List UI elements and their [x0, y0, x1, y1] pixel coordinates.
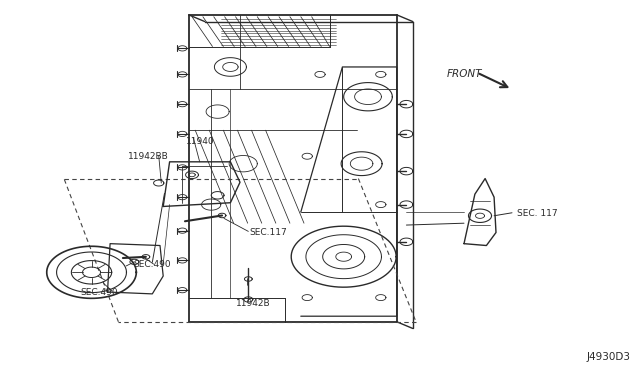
Text: 11942B: 11942B — [236, 299, 270, 308]
Text: SEC.490: SEC.490 — [80, 288, 118, 296]
Text: SEC.490: SEC.490 — [133, 260, 171, 269]
Text: J4930D3: J4930D3 — [586, 352, 630, 362]
Text: SEC. 117: SEC. 117 — [517, 209, 557, 218]
Text: 11940: 11940 — [186, 137, 214, 146]
Text: FRONT: FRONT — [447, 70, 482, 79]
Text: 11942BB: 11942BB — [128, 152, 169, 161]
Text: SEC.117: SEC.117 — [250, 228, 287, 237]
